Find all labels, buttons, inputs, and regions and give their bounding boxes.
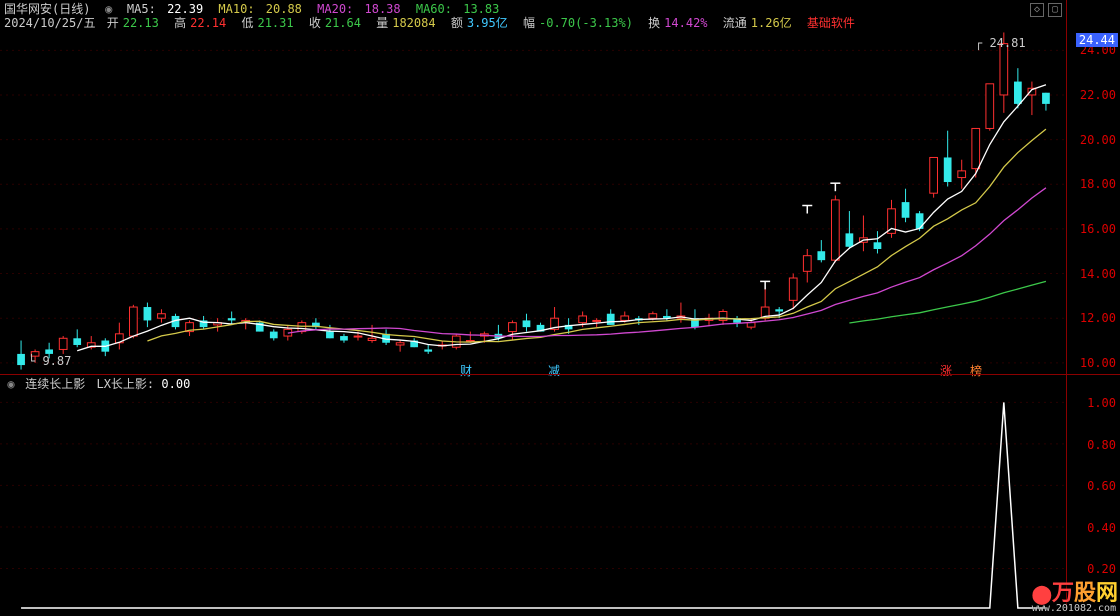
price-tick: 14.00 — [1080, 267, 1116, 281]
indicator-tick: 1.00 — [1087, 396, 1116, 410]
amt-kv: 额3.95亿 — [451, 16, 512, 30]
low-kv: 低21.31 — [241, 16, 297, 30]
price-axis: 10.0012.0014.0016.0018.0020.0022.0024.00… — [1067, 0, 1120, 374]
indicator-header: ◉ 连续长上影 LX长上影: 0.00 — [0, 374, 1067, 392]
float-kv: 流通1.26亿 — [723, 16, 796, 30]
indicator-tick: 0.80 — [1087, 438, 1116, 452]
indicator-svg — [0, 392, 1067, 610]
sector-tag[interactable]: 基础软件 — [807, 16, 855, 30]
ma20-label: MA20: 18.38 — [317, 2, 404, 16]
price-tick: 18.00 — [1080, 177, 1116, 191]
diamond-icon[interactable]: ◇ — [1030, 3, 1044, 17]
price-tick: 16.00 — [1080, 222, 1116, 236]
candlestick-svg — [0, 0, 1067, 374]
indicator-panel[interactable] — [0, 392, 1067, 610]
indicator-title: 连续长上影 — [25, 377, 85, 391]
indicator-series: LX长上影: — [96, 377, 154, 391]
chart-header: 国华网安(日线) ◉ MA5: 22.39 MA10: 20.88 MA20: … — [4, 2, 859, 30]
low-callout: └ 9.87 — [28, 354, 71, 368]
open-kv: 开22.13 — [107, 16, 163, 30]
ma60-label: MA60: 13.83 — [416, 2, 503, 16]
ma5-label: MA5: 22.39 — [127, 2, 207, 16]
main-chart-panel[interactable] — [0, 0, 1067, 374]
indicator-tick: 0.40 — [1087, 521, 1116, 535]
top-right-icons: ◇ ▢ — [1030, 3, 1062, 17]
stock-title: 国华网安(日线) — [4, 2, 90, 16]
price-tick: 10.00 — [1080, 356, 1116, 370]
vol-kv: 量182084 — [376, 16, 439, 30]
high-kv: 高22.14 — [174, 16, 230, 30]
indicator-tick: 0.60 — [1087, 479, 1116, 493]
turn-kv: 换14.42% — [648, 16, 711, 30]
price-tick: 20.00 — [1080, 133, 1116, 147]
ma10-label: MA10: 20.88 — [218, 2, 305, 16]
current-price-tag: 24.44 — [1076, 33, 1118, 47]
price-tick: 22.00 — [1080, 88, 1116, 102]
price-tick: 12.00 — [1080, 311, 1116, 325]
watermark-logo: ⬤万股网 www.201082.com — [1032, 575, 1118, 614]
indicator-value: 0.00 — [161, 377, 190, 391]
close-kv: 收21.64 — [309, 16, 365, 30]
chg-kv: 幅-0.70(-3.13%) — [523, 16, 637, 30]
box-icon[interactable]: ▢ — [1048, 3, 1062, 17]
eye-icon[interactable]: ◉ — [4, 375, 18, 393]
eye-icon[interactable]: ◉ — [102, 2, 116, 16]
high-callout: ┌ 24.81 — [975, 36, 1026, 50]
date-label: 2024/10/25/五 — [4, 16, 95, 30]
